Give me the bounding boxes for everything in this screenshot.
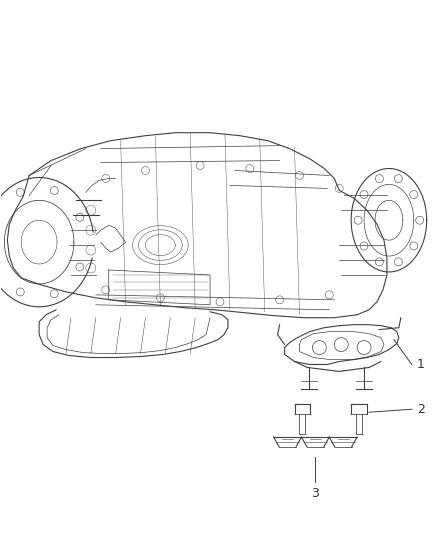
Text: 3: 3 [311,487,319,500]
Text: 2: 2 [417,403,424,416]
Text: 1: 1 [417,358,424,371]
